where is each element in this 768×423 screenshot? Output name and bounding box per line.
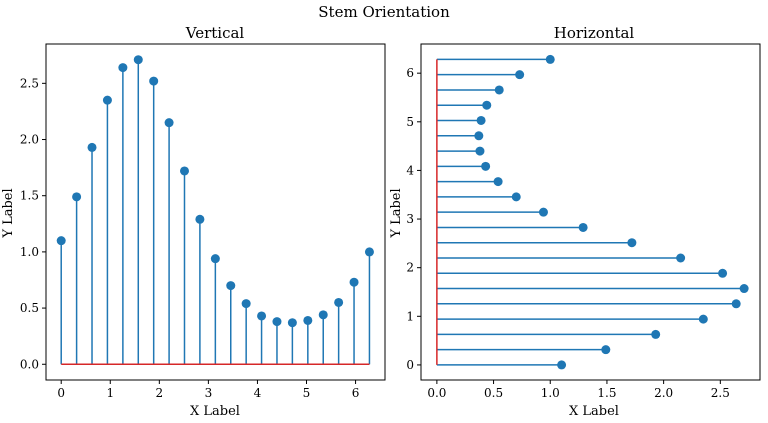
plot-title-horizontal: Horizontal [554,24,635,42]
stem-marker [676,253,686,263]
stem-marker [481,161,491,171]
stem-marker [257,311,267,321]
x-axis-label-vertical: X Label [190,404,240,419]
stem-marker [87,142,97,152]
x-tick-label: 0.0 [427,386,446,400]
stem-marker [149,76,159,86]
stem-marker [210,254,220,264]
figure-suptitle: Stem Orientation [318,3,450,21]
y-tick-label: 4 [406,163,414,177]
stem-marker [56,236,66,246]
stem-marker [474,131,484,141]
stem-marker [364,247,374,257]
x-tick-label: 2 [156,386,164,400]
stem-marker [303,315,313,325]
stem-marker [241,299,251,309]
stem-marker [482,100,492,110]
y-tick-label: 0.5 [20,301,39,315]
x-tick-label: 0 [57,386,65,400]
stem-marker [494,85,504,95]
y-tick-label: 3 [406,212,414,226]
stem-marker [102,95,112,105]
stem-marker [334,297,344,307]
x-tick-label: 2.5 [711,386,730,400]
y-tick-label: 1.0 [20,245,39,259]
stem-marker [538,207,548,217]
y-tick-label: 6 [406,66,414,80]
y-axis-label-horizontal: Y Label [389,188,404,238]
horizontal-stem-plot: Horizontal X Label Y Label 0.0 0.5 1.0 1.5 2… [389,24,761,419]
stem-marker [164,118,174,128]
stem-marker [557,360,567,370]
stem-marker [226,281,236,291]
y-tick-label: 5 [406,115,414,129]
stem-marker [493,177,503,187]
x-tick-label: 4 [254,386,262,400]
stem-marker [195,214,205,224]
y-tick-label: 1.5 [20,189,39,203]
stem-marker [287,318,297,328]
x-tick-label: 1.0 [541,386,560,400]
stem-marker [718,268,728,278]
plot-title-vertical: Vertical [185,24,245,42]
vertical-stem-plot: Vertical X Label Y Label 0 1 2 3 4 5 6 0.0 0.5 1.… [1,24,386,419]
stem-marker [118,63,128,73]
y-tick-label: 0.0 [20,357,39,371]
x-tick-label: 2.0 [654,386,673,400]
x-tick-label: 6 [352,386,360,400]
stem-marker [545,54,555,64]
stem-marker [349,277,359,287]
stem-marker [133,55,143,65]
stem-marker [318,310,328,320]
stem-marker [651,329,661,339]
x-tick-label: 1 [106,386,114,400]
stem-marker [698,314,708,324]
stem-marker [627,238,637,248]
stem-marker [511,192,521,202]
stem-marker [601,345,611,355]
stem-marker [272,317,282,327]
stem-marker [475,146,485,156]
y-tick-label: 0 [406,358,414,372]
x-tick-label: 5 [303,386,311,400]
stem-marker [739,284,749,294]
y-tick-label: 2 [406,261,414,275]
plot-frame [45,43,386,381]
stem-marker [578,222,588,232]
y-tick-label: 2.5 [20,76,39,90]
stem-marker [476,115,486,125]
stem-marker [731,299,741,309]
plot-frame [420,43,761,381]
stem-marker [72,192,82,202]
x-tick-label: 1.5 [597,386,616,400]
x-tick-label: 3 [205,386,213,400]
y-tick-label: 1 [406,309,414,323]
x-axis-label-horizontal: X Label [569,404,619,419]
stem-marker [515,70,525,80]
y-tick-label: 2.0 [20,133,39,147]
x-tick-label: 0.5 [484,386,503,400]
stem-marker [179,166,189,176]
y-axis-label-vertical: Y Label [1,188,16,238]
